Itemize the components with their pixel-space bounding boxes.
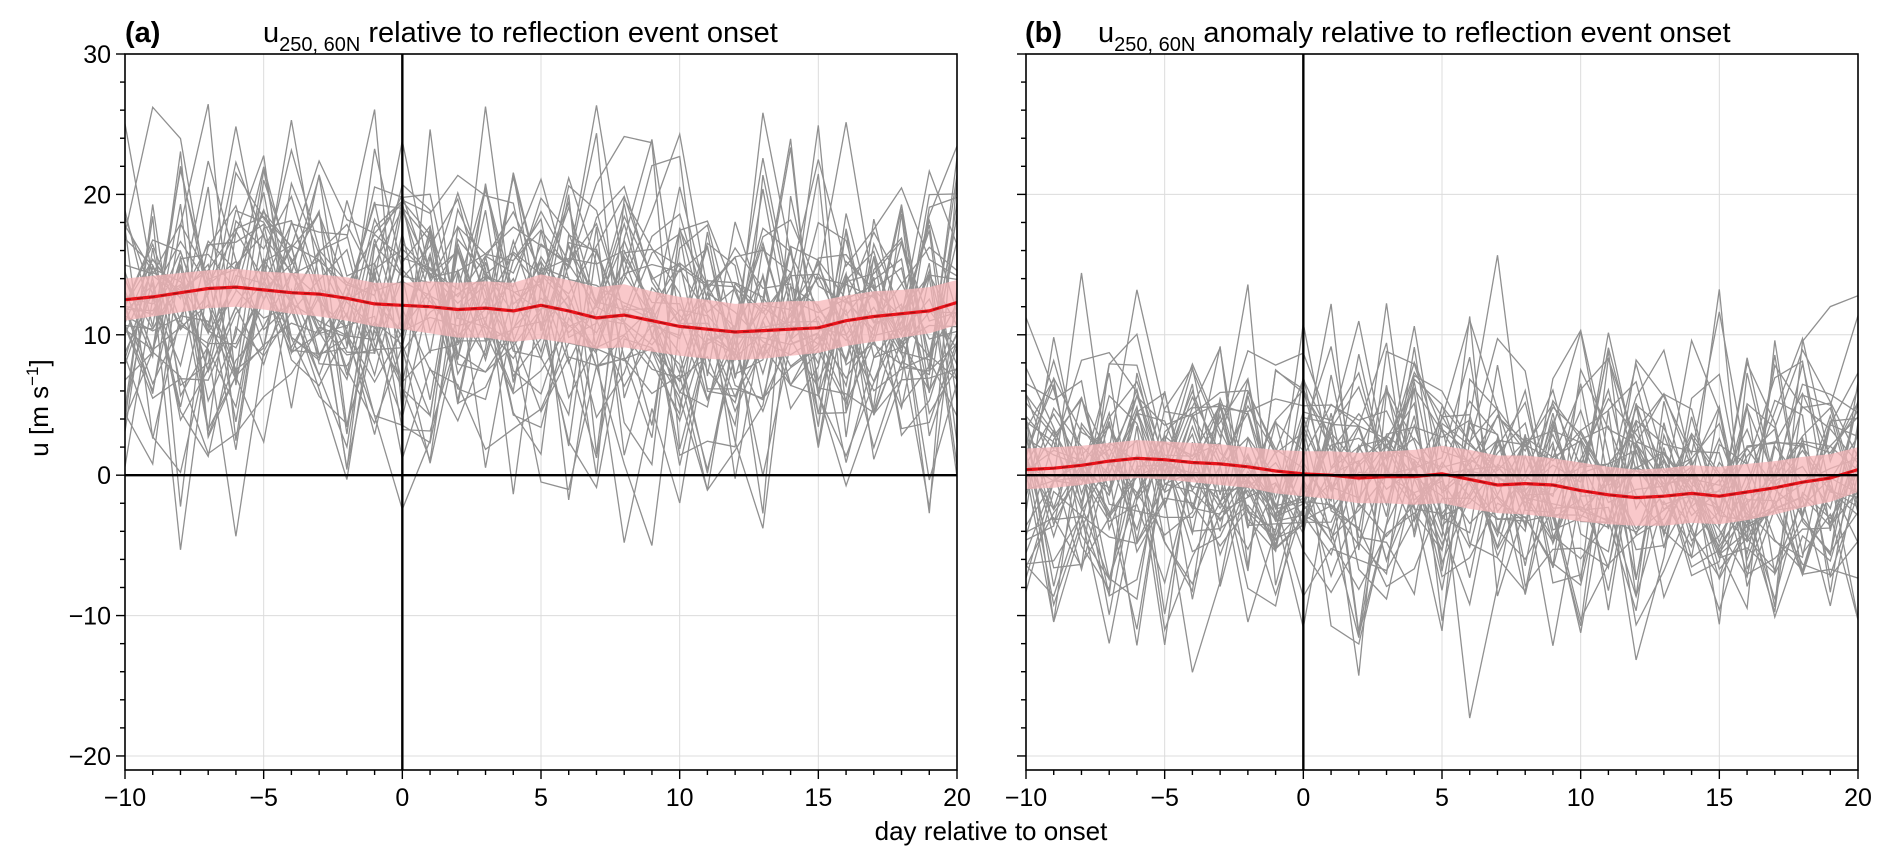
y-axis-label-main: u [m s: [24, 386, 54, 457]
panel-b-title-rest: anomaly relative to reflection event ons…: [1195, 17, 1730, 49]
panel-a-title: u250, 60N relative to reflection event o…: [263, 17, 778, 56]
member-line: [1026, 323, 1858, 593]
panel-b-series: [1026, 255, 1858, 719]
panel-b: (b) u250, 60N anomaly relative to reflec…: [1005, 17, 1872, 812]
panel-b-plot-area: −10 −5 0 5 10 15 20: [1005, 53, 1872, 812]
x-tick-label: −5: [1150, 784, 1179, 812]
x-tick-label: 10: [666, 784, 694, 812]
panel-a: (a) u250, 60N relative to reflection eve…: [69, 17, 971, 812]
member-line: [125, 157, 957, 459]
x-tick-label: 20: [1844, 784, 1872, 812]
y-tick-label: −20: [69, 743, 111, 771]
y-axis-label: u [m s−1]: [23, 359, 54, 456]
y-tick-label: 20: [83, 181, 111, 209]
y-tick-label: −10: [69, 603, 111, 631]
member-line: [125, 174, 957, 507]
member-line: [125, 106, 957, 537]
member-line: [125, 210, 957, 543]
panel-a-plot-area: −10 −5 0 5 10 15 20 −20 −10 0 10 20 30: [69, 41, 971, 812]
panel-b-title-sub: 250, 60N: [1114, 34, 1195, 56]
x-tick-label: 15: [804, 784, 832, 812]
mean-line-dash: [1026, 457, 1858, 499]
panel-b-title-main: u: [1098, 17, 1114, 49]
panel-a-title-rest: relative to reflection event onset: [360, 17, 778, 49]
confidence-band: [125, 268, 957, 361]
member-line: [1026, 345, 1858, 627]
y-tick-label: 30: [83, 41, 111, 69]
member-line: [125, 123, 957, 492]
y-axis-label-tail: ]: [24, 359, 54, 366]
member-line: [1026, 272, 1858, 636]
panel-a-title-main: u: [263, 17, 279, 49]
x-tick-label: 5: [534, 784, 548, 812]
x-tick-label: −5: [249, 784, 278, 812]
x-tick-label: 0: [1296, 784, 1310, 812]
member-line: [125, 159, 957, 466]
panel-a-letter: (a): [125, 17, 160, 49]
x-axis-label: day relative to onset: [875, 816, 1108, 846]
x-tick-label: 20: [943, 784, 971, 812]
member-line: [1026, 255, 1858, 608]
y-tick-label: 0: [97, 462, 111, 490]
x-tick-label: 0: [395, 784, 409, 812]
x-tick-label: −10: [1005, 784, 1047, 812]
panel-a-title-sub: 250, 60N: [279, 34, 360, 56]
panel-a-series: [125, 104, 957, 550]
member-line: [125, 173, 957, 438]
mean-line-dash: [125, 286, 957, 333]
x-tick-label: 15: [1705, 784, 1733, 812]
x-tick-label: 10: [1567, 784, 1595, 812]
panel-b-letter: (b): [1025, 17, 1062, 49]
y-axis-label-sup: −1: [23, 367, 42, 386]
y-tick-label: 10: [83, 322, 111, 350]
x-tick-label: −10: [104, 784, 146, 812]
panel-b-title: u250, 60N anomaly relative to reflection…: [1098, 17, 1731, 56]
x-tick-label: 5: [1435, 784, 1449, 812]
member-line: [125, 125, 957, 514]
confidence-band: [1026, 440, 1858, 526]
